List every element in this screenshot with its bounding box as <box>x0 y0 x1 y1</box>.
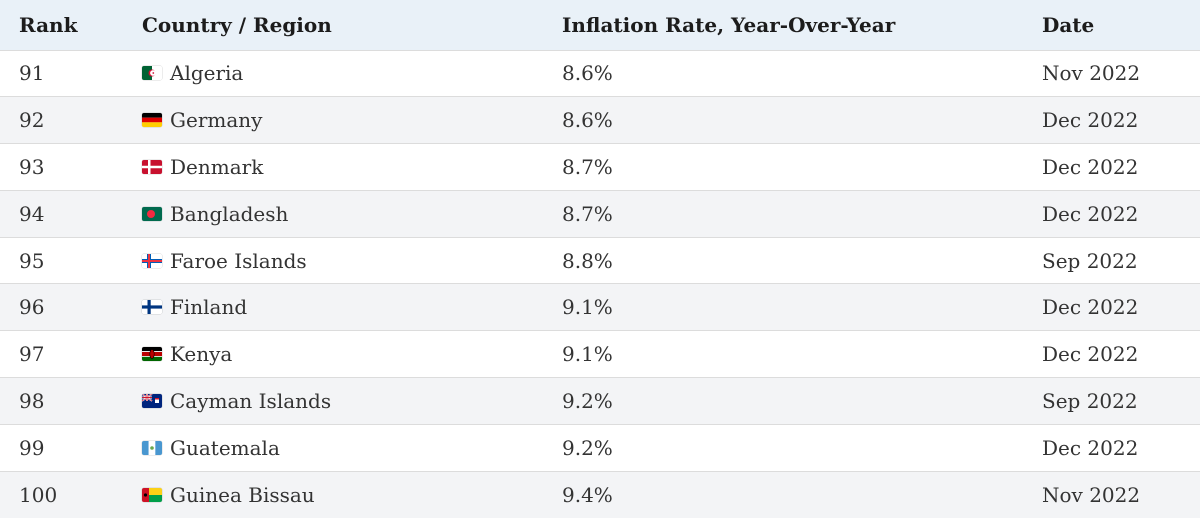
table-row: 100 Guinea Bissau 9.4% Nov 2022 <box>0 471 1200 518</box>
rank-cell: 96 <box>19 295 45 320</box>
country-name[interactable]: Kenya <box>170 342 233 367</box>
date-cell: Dec 2022 <box>1042 154 1139 179</box>
rank-cell: 92 <box>19 108 45 133</box>
guatemala-flag-icon <box>142 440 162 455</box>
table-header: Rank Country / Region Inflation Rate, Ye… <box>0 0 1200 50</box>
country-name[interactable]: Finland <box>170 295 248 320</box>
country-cell: Guinea Bissau <box>123 471 543 518</box>
algeria-flag-icon <box>142 66 162 81</box>
date-cell: Dec 2022 <box>1042 435 1139 460</box>
country-cell: Faroe Islands <box>123 237 543 284</box>
rank-cell: 99 <box>19 435 45 460</box>
country-cell: Kenya <box>123 331 543 378</box>
finland-flag-icon <box>142 300 162 315</box>
country-cell: Guatemala <box>123 424 543 471</box>
rate-cell: 8.6% <box>562 61 613 86</box>
country-name[interactable]: Guatemala <box>170 435 280 460</box>
date-cell: Dec 2022 <box>1042 342 1139 367</box>
guinea-bissau-flag-icon <box>142 487 162 502</box>
country-cell: Finland <box>123 284 543 331</box>
header-rank[interactable]: Rank <box>19 12 78 37</box>
country-cell: Cayman Islands <box>123 378 543 425</box>
table-row: 92 Germany 8.6% Dec 2022 <box>0 96 1200 144</box>
table-row: 93 Denmark 8.7% Dec 2022 <box>0 143 1200 191</box>
table-row: 95 Faroe Islands 8.8% Sep 2022 <box>0 237 1200 284</box>
rank-cell: 98 <box>19 388 45 413</box>
date-cell: Dec 2022 <box>1042 201 1139 226</box>
country-name[interactable]: Guinea Bissau <box>170 482 315 507</box>
table-row: 94 Bangladesh 8.7% Dec 2022 <box>0 190 1200 238</box>
rank-cell: 95 <box>19 248 45 273</box>
germany-flag-icon <box>142 113 162 128</box>
table-row: 91 Algeria 8.6% Nov 2022 <box>0 50 1200 97</box>
rate-cell: 9.1% <box>562 295 613 320</box>
country-name[interactable]: Denmark <box>170 154 264 179</box>
rate-cell: 9.4% <box>562 482 613 507</box>
date-cell: Nov 2022 <box>1042 61 1141 86</box>
country-name[interactable]: Faroe Islands <box>170 248 307 273</box>
rank-cell: 100 <box>19 482 58 507</box>
country-cell: Bangladesh <box>123 190 543 237</box>
rate-cell: 8.6% <box>562 108 613 133</box>
table-row: 97 Kenya 9.1% Dec 2022 <box>0 330 1200 378</box>
bangladesh-flag-icon <box>142 206 162 221</box>
rank-cell: 94 <box>19 201 45 226</box>
country-name[interactable]: Bangladesh <box>170 201 289 226</box>
header-date[interactable]: Date <box>1042 12 1095 37</box>
country-name[interactable]: Algeria <box>170 61 244 86</box>
country-name[interactable]: Cayman Islands <box>170 388 332 413</box>
cayman-islands-flag-icon <box>142 393 162 408</box>
table-row: 96 Finland 9.1% Dec 2022 <box>0 283 1200 331</box>
header-row: Rank Country / Region Inflation Rate, Ye… <box>0 0 1200 50</box>
rate-cell: 8.8% <box>562 248 613 273</box>
table-row: 98 Cayman Islands 9.2% Sep 2022 <box>0 377 1200 425</box>
rate-cell: 9.2% <box>562 435 613 460</box>
faroe-islands-flag-icon <box>142 253 162 268</box>
rate-cell: 8.7% <box>562 154 613 179</box>
header-country[interactable]: Country / Region <box>142 12 332 37</box>
date-cell: Dec 2022 <box>1042 295 1139 320</box>
country-cell: Germany <box>123 97 543 144</box>
rate-cell: 8.7% <box>562 201 613 226</box>
rate-cell: 9.2% <box>562 388 613 413</box>
date-cell: Sep 2022 <box>1042 248 1138 273</box>
date-cell: Dec 2022 <box>1042 108 1139 133</box>
country-cell: Algeria <box>123 50 543 97</box>
rank-cell: 91 <box>19 61 45 86</box>
rank-cell: 97 <box>19 342 45 367</box>
rank-cell: 93 <box>19 154 45 179</box>
date-cell: Nov 2022 <box>1042 482 1141 507</box>
header-rate[interactable]: Inflation Rate, Year-Over-Year <box>562 12 896 37</box>
date-cell: Sep 2022 <box>1042 388 1138 413</box>
denmark-flag-icon <box>142 159 162 174</box>
country-cell: Denmark <box>123 144 543 191</box>
table-body: 91 Algeria 8.6% Nov 2022 92 Germany 8.6%… <box>0 50 1200 518</box>
kenya-flag-icon <box>142 347 162 362</box>
table-row: 99 Guatemala 9.2% Dec 2022 <box>0 424 1200 472</box>
country-name[interactable]: Germany <box>170 108 263 133</box>
rate-cell: 9.1% <box>562 342 613 367</box>
